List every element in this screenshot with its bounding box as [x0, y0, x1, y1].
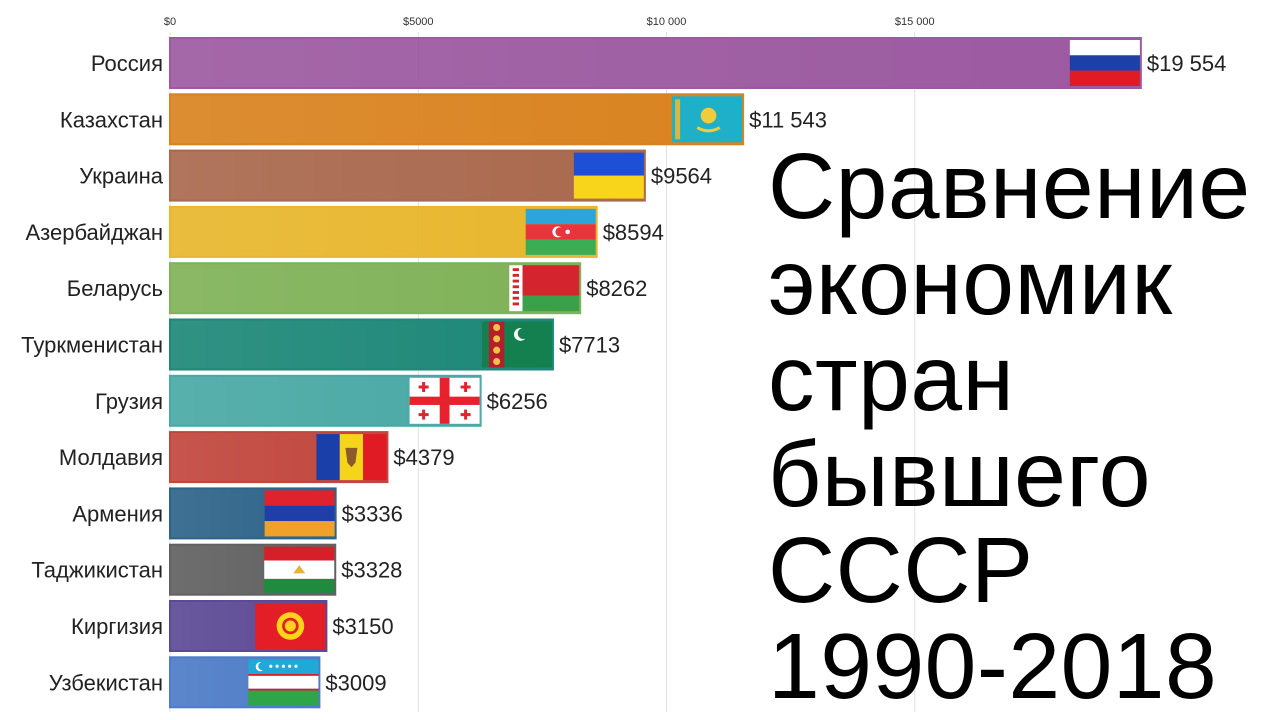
georgia-flag-icon — [409, 377, 480, 424]
value-label: $3328 — [341, 558, 402, 583]
category-label: Таджикистан — [31, 558, 163, 583]
bar — [169, 93, 745, 146]
bar — [169, 205, 598, 258]
bar — [169, 37, 1142, 89]
value-label: $4379 — [393, 445, 454, 470]
category-label: Украина — [79, 164, 164, 189]
x-tick-label: $5000 — [403, 16, 434, 28]
value-label: $8262 — [586, 276, 647, 301]
title-line: СССР — [768, 518, 1034, 622]
category-label: Армения — [72, 501, 163, 526]
azerbaijan-flag-icon — [525, 208, 596, 255]
value-label: $9564 — [651, 164, 712, 189]
title-line: экономик — [768, 230, 1173, 334]
title-line: Сравнение — [768, 134, 1251, 238]
category-label: Молдавия — [59, 445, 163, 470]
category-label: Узбекистан — [49, 670, 163, 695]
kyrgyzstan-flag-icon — [255, 603, 326, 649]
chart-title: Сравнение экономик стран бывшего СССР 19… — [768, 138, 1273, 714]
x-tick-label: $0 — [164, 16, 176, 28]
value-label: $7713 — [559, 333, 620, 358]
x-tick-label: $15 000 — [895, 16, 935, 28]
value-label: $3009 — [325, 670, 386, 695]
title-line: 1990-2018 — [768, 614, 1218, 718]
armenia-flag-icon — [264, 490, 335, 537]
title-line: стран — [768, 326, 1015, 430]
category-label: Киргизия — [71, 614, 163, 639]
ukraine-flag-icon — [573, 152, 644, 199]
category-label: Россия — [91, 51, 163, 76]
category-label: Азербайджан — [25, 220, 163, 245]
moldova-flag-icon — [316, 434, 387, 481]
turkmenistan-flag-icon — [481, 321, 552, 368]
value-label: $8594 — [603, 220, 664, 245]
uzbekistan-flag-icon — [248, 659, 319, 706]
tajikistan-flag-icon — [264, 546, 335, 593]
bar — [169, 149, 646, 202]
value-label: $11 543 — [749, 107, 827, 132]
title-line: бывшего — [768, 422, 1151, 526]
value-label: $3150 — [332, 614, 393, 639]
x-tick-label: $10 000 — [647, 16, 687, 28]
category-label: Туркменистан — [21, 333, 163, 358]
value-label: $3336 — [342, 501, 403, 526]
russia-flag-icon — [1069, 40, 1140, 86]
category-label: Беларусь — [67, 276, 163, 301]
value-label: $19 554 — [1147, 51, 1227, 76]
kazakhstan-flag-icon — [672, 96, 743, 143]
belarus-flag-icon — [509, 265, 580, 312]
category-label: Грузия — [95, 389, 163, 414]
category-label: Казахстан — [60, 107, 163, 132]
value-label: $6256 — [487, 389, 548, 414]
